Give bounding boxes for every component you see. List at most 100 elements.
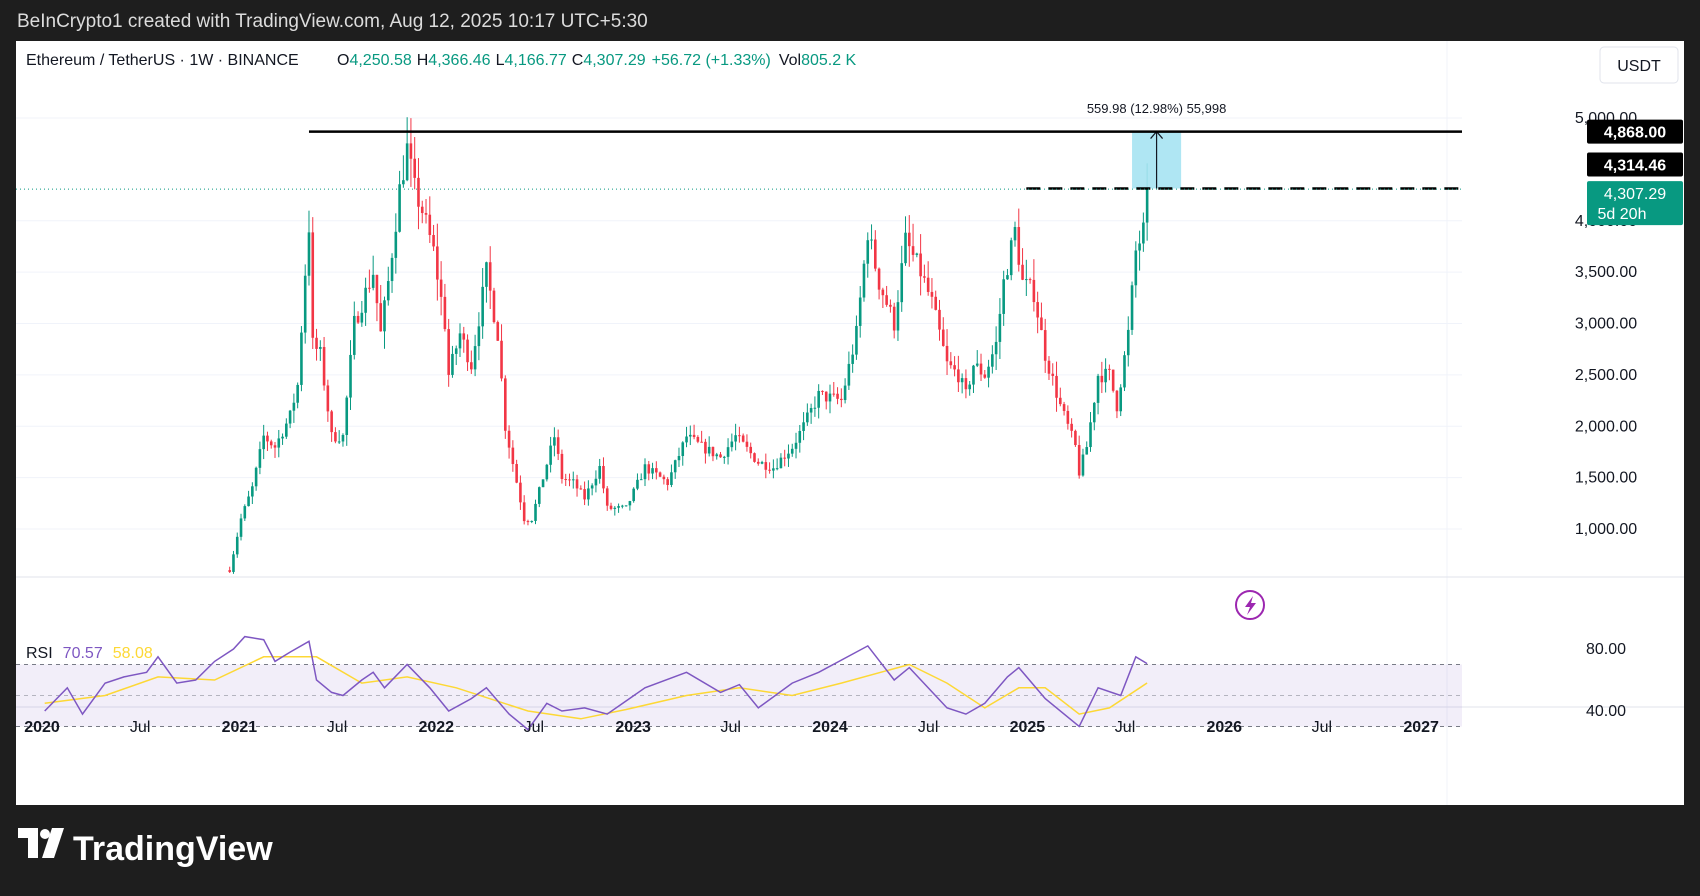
candle-body <box>715 454 719 457</box>
candle-body <box>677 456 681 461</box>
candle-body <box>605 488 609 506</box>
candle-body <box>609 505 613 509</box>
candle-body <box>847 363 851 386</box>
candle-body <box>368 287 371 289</box>
candle-body <box>262 435 265 450</box>
rsi-name: RSI <box>26 645 53 662</box>
candle-body <box>477 326 481 347</box>
candle-body <box>787 453 790 459</box>
price-tick-label: 2,500.00 <box>1575 367 1637 384</box>
chart-panel[interactable]: Ethereum / TetherUS · 1W · BINANCE O4,25… <box>16 41 1684 805</box>
flash-icon[interactable] <box>1235 590 1265 620</box>
chart-canvas[interactable]: Ethereum / TetherUS · 1W · BINANCE O4,25… <box>16 41 1684 805</box>
candle-body <box>352 315 356 355</box>
candle-body <box>277 438 281 448</box>
candle-body <box>813 407 817 409</box>
price-tick-label: 3,500.00 <box>1575 264 1637 281</box>
candle-body <box>945 345 949 362</box>
candle-body <box>1126 329 1130 356</box>
candle-body <box>1055 375 1058 398</box>
candle-body <box>417 177 420 207</box>
candle-body <box>1115 390 1119 412</box>
time-tick-label: Jul <box>1115 719 1135 736</box>
candle-body <box>485 262 488 287</box>
candle-body <box>991 354 994 367</box>
time-tick-label: 2025 <box>1010 719 1046 736</box>
candle-body <box>420 206 424 214</box>
candle-body <box>322 347 326 386</box>
candle-body <box>247 496 250 507</box>
time-tick-label: 2023 <box>615 719 651 736</box>
currency-button[interactable] <box>1599 46 1679 84</box>
candle-body <box>673 460 677 473</box>
candle-body <box>360 312 364 323</box>
candle-body <box>817 390 820 408</box>
candle-body <box>602 466 605 489</box>
candle-body <box>840 398 843 401</box>
candle-body <box>1021 264 1024 280</box>
candle-body <box>258 449 262 468</box>
candle-body <box>624 505 628 507</box>
candle-body <box>583 489 586 500</box>
time-tick-label: 2027 <box>1403 719 1439 736</box>
candle-body <box>1043 330 1047 361</box>
time-tick-label: Jul <box>327 719 347 736</box>
candle-body <box>824 391 828 402</box>
candle-body <box>470 362 473 370</box>
time-tick-label: Jul <box>130 719 150 736</box>
candle-body <box>851 354 854 364</box>
time-tick-label: 2024 <box>812 719 848 736</box>
candle-body <box>379 303 383 332</box>
candle-body <box>1070 423 1073 431</box>
high-value: 4,366.46 <box>428 52 490 69</box>
top-bar: BeInCrypto1 created with TradingView.com… <box>0 0 1700 41</box>
candle-body <box>383 300 386 332</box>
candle-body <box>726 447 730 457</box>
candle-body <box>1138 243 1141 251</box>
candle-body <box>432 235 435 247</box>
candle-body <box>405 143 409 181</box>
candle-body <box>938 309 941 330</box>
candle-body <box>828 393 832 402</box>
candle-body <box>511 447 515 465</box>
candle-body <box>371 274 375 288</box>
candle-body <box>454 348 458 354</box>
candle-body <box>500 340 503 379</box>
candle-body <box>439 279 443 297</box>
price-tick-label: 1,500.00 <box>1575 470 1637 487</box>
open-value: 4,250.58 <box>349 52 411 69</box>
candle-body <box>534 503 537 521</box>
candle-body <box>1089 422 1092 448</box>
candle-body <box>756 461 760 464</box>
candle-body <box>1104 368 1107 383</box>
candle-body <box>658 472 662 477</box>
candle-body <box>870 239 873 241</box>
candle-body <box>760 462 764 464</box>
candle-body <box>326 385 330 412</box>
candle-body <box>556 437 560 454</box>
low-value: 4,166.77 <box>504 52 566 69</box>
candle-body <box>553 437 556 446</box>
candle-body <box>428 214 432 236</box>
candle-body <box>481 286 484 327</box>
candle-body <box>866 240 870 264</box>
candle-body <box>390 257 394 282</box>
candle-body <box>466 339 469 363</box>
ohlc-readout: O4,250.58 H4,366.46 L4,166.77 C4,307.29 +56.… <box>337 52 857 69</box>
rsi-ma-line <box>44 656 1148 720</box>
candle-body <box>239 518 243 537</box>
target-price-text: 4,314.46 <box>1604 157 1666 174</box>
candle-body <box>923 276 926 278</box>
candle-body <box>926 277 930 292</box>
candle-body <box>651 468 654 474</box>
candle-body <box>1096 375 1100 403</box>
candle-body <box>530 520 534 522</box>
candle-body <box>1002 279 1005 314</box>
candle-body <box>356 315 360 323</box>
time-tick-label: 2020 <box>24 719 60 736</box>
candle-body <box>232 554 235 572</box>
candle-body <box>1092 402 1096 423</box>
measure-label: 559.98 (12.98%) 55,998 <box>1087 101 1227 116</box>
vol-value: 805.2 K <box>801 52 856 69</box>
candle-body <box>526 521 530 523</box>
